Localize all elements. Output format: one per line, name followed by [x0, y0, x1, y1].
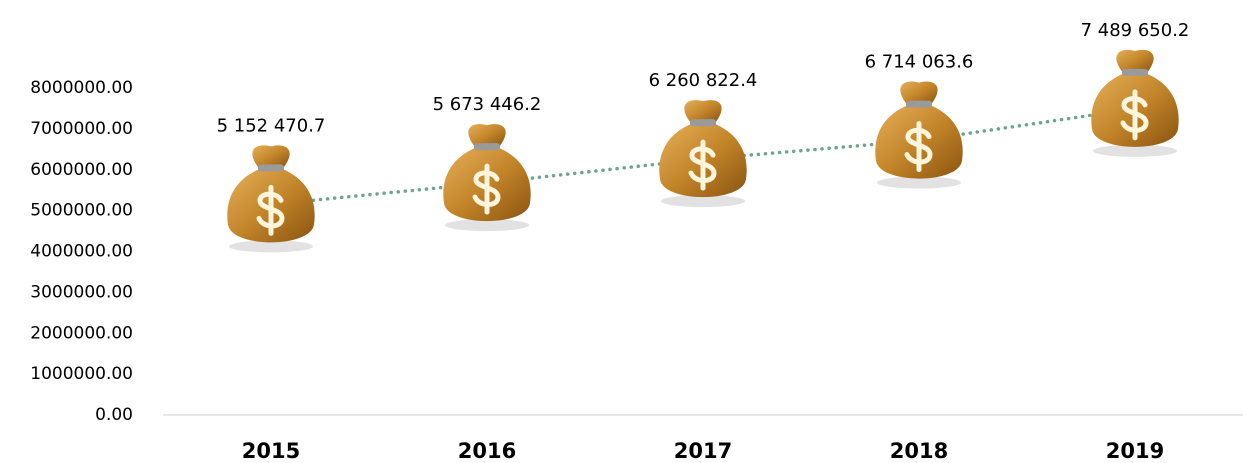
y-tick-label: 1000000.00 [30, 364, 133, 384]
bag-tie [906, 101, 932, 108]
bag-tie [474, 143, 500, 150]
y-tick-label: 6000000.00 [30, 160, 133, 180]
y-tick-label: 4000000.00 [30, 242, 133, 262]
data-label: 6 714 063.6 [865, 52, 974, 73]
chart: 0.00 1000000.00 2000000.00 3000000.00 400000… [0, 0, 1243, 463]
y-tick-label: 8000000.00 [30, 78, 133, 98]
y-tick-label: 0.00 [95, 405, 133, 425]
money-bag-marker [659, 100, 746, 207]
bag-tie [690, 119, 716, 126]
y-tick-label: 7000000.00 [30, 119, 133, 139]
data-label: 5 673 446.2 [433, 94, 542, 115]
data-label: 6 260 822.4 [649, 70, 758, 91]
x-tick-label: 2017 [674, 439, 732, 463]
data-label: 7 489 650.2 [1081, 20, 1190, 41]
money-bag-marker [227, 145, 314, 252]
x-tick-label: 2019 [1106, 439, 1164, 463]
bag-tie [258, 164, 284, 171]
bag-tie [1122, 69, 1148, 76]
data-label: 5 152 470.7 [217, 115, 326, 136]
y-tick-label: 5000000.00 [30, 201, 133, 221]
y-tick-label: 3000000.00 [30, 282, 133, 302]
x-tick-label: 2015 [242, 439, 300, 463]
x-tick-label: 2018 [890, 439, 948, 463]
money-bag-marker [875, 82, 962, 189]
y-tick-label: 2000000.00 [30, 323, 133, 343]
money-bag-marker [1091, 50, 1178, 157]
x-tick-label: 2016 [458, 439, 516, 463]
money-bag-marker [443, 124, 530, 231]
